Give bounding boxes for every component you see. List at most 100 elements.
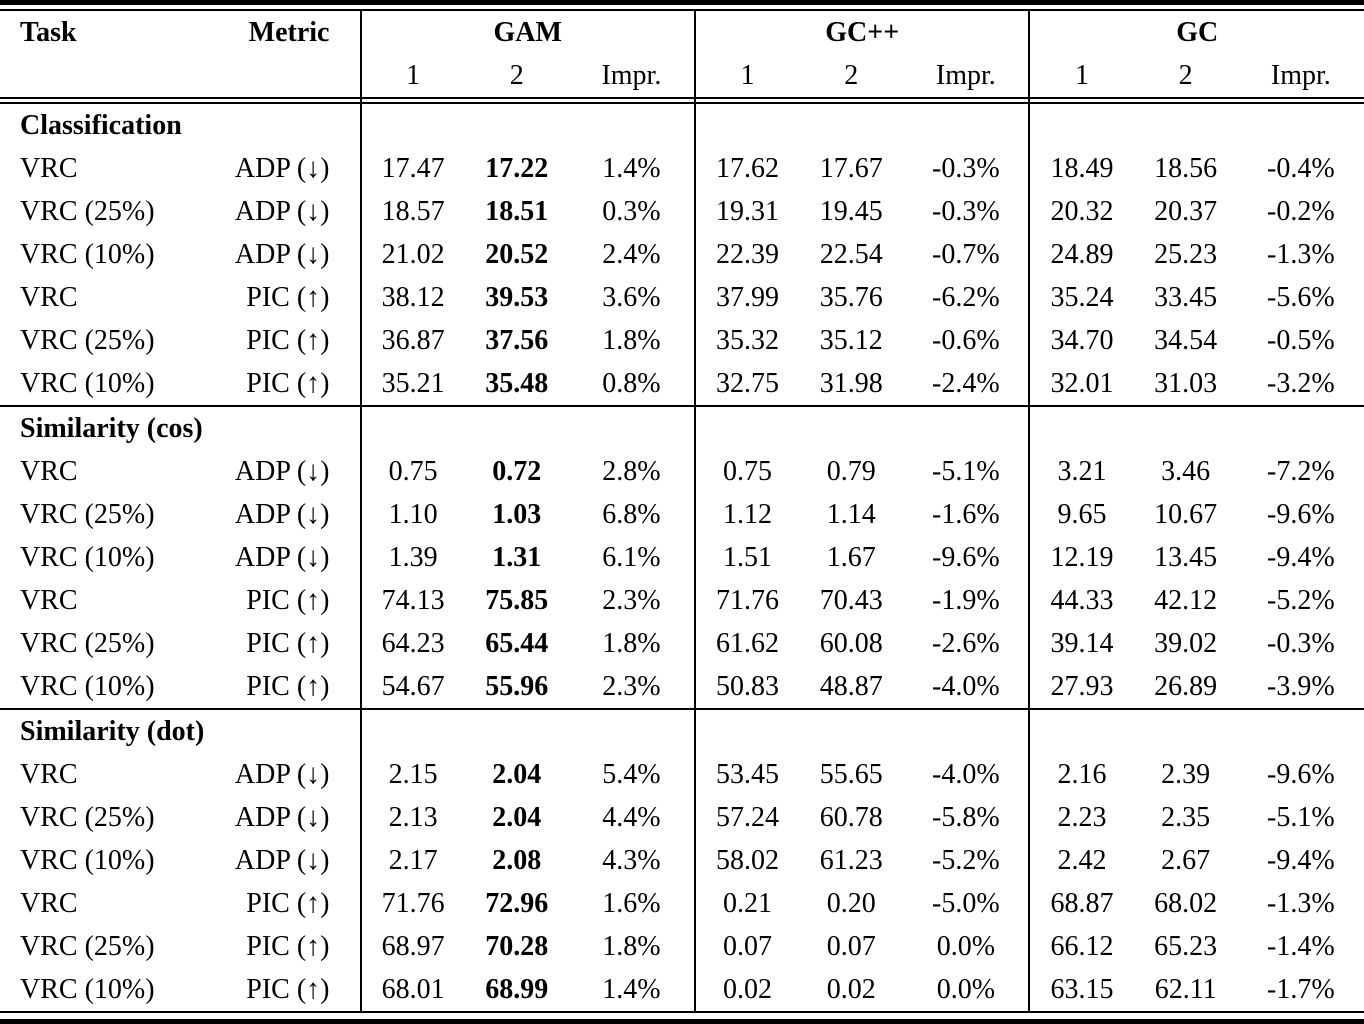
value-cell: 25.23 — [1154, 238, 1218, 270]
col-header-group-gc: GC — [1028, 11, 1364, 54]
value-cell: 2.08 — [492, 844, 542, 876]
metric-cell: PIC (↑) — [246, 281, 330, 313]
value-cell: 18.49 — [1028, 147, 1134, 190]
table-row: VRC (25%) PIC (↑) 36.87 37.56 1.8% 35.32 35.12… — [0, 319, 1364, 362]
value-cell: 48.87 — [819, 670, 883, 702]
value-cell: 19.45 — [819, 195, 883, 227]
value-cell: 2.04 — [492, 758, 542, 790]
empty-cell — [0, 54, 180, 98]
value-cell: -0.3% — [932, 195, 1000, 227]
metric-cell: PIC (↑) — [246, 973, 330, 1005]
value-cell: 2.42 — [1028, 839, 1134, 882]
col-header-group-gcpp: GC++ — [693, 11, 1030, 54]
value-cell: 2.35 — [1161, 801, 1211, 833]
sub-header-impr: Impr. — [1270, 59, 1331, 91]
col-header-metric: Metric — [248, 16, 330, 48]
value-cell: 5.4% — [602, 758, 661, 790]
empty-cell — [693, 103, 1030, 147]
value-cell: 1.6% — [602, 887, 661, 919]
value-cell: -5.6% — [1267, 281, 1335, 313]
value-cell: 58.02 — [693, 839, 800, 882]
value-cell: -6.2% — [932, 281, 1000, 313]
value-cell: 0.02 — [826, 973, 876, 1005]
task-cell: VRC — [20, 455, 78, 487]
sub-header-impr: Impr. — [601, 59, 662, 91]
value-cell: 3.6% — [602, 281, 661, 313]
value-cell: 17.67 — [819, 152, 883, 184]
value-cell: 2.13 — [359, 796, 465, 839]
task-cell: VRC (25%) — [20, 930, 155, 962]
section-title: Similarity (cos) — [0, 405, 361, 450]
value-cell: 2.8% — [602, 455, 661, 487]
value-cell: 74.13 — [359, 579, 465, 622]
value-cell: 18.57 — [359, 190, 465, 233]
value-cell: 55.65 — [819, 758, 883, 790]
task-cell: VRC (10%) — [20, 844, 155, 876]
task-cell: VRC (10%) — [20, 541, 155, 573]
value-cell: 24.89 — [1028, 233, 1134, 276]
metric-cell: ADP (↓) — [234, 541, 330, 573]
value-cell: 44.33 — [1028, 579, 1134, 622]
task-cell: VRC (10%) — [20, 367, 155, 399]
value-cell: 50.83 — [693, 665, 800, 709]
value-cell: 35.21 — [359, 362, 465, 406]
metric-cell: ADP (↓) — [234, 238, 330, 270]
value-cell: 38.12 — [359, 276, 465, 319]
section-title-row: Classification — [0, 103, 1364, 147]
value-cell: 71.76 — [693, 579, 800, 622]
metric-cell: PIC (↑) — [246, 367, 330, 399]
rule-segment — [0, 97, 361, 104]
value-cell: 31.03 — [1154, 367, 1218, 399]
value-cell: 35.76 — [819, 281, 883, 313]
value-cell: 68.01 — [359, 968, 465, 1011]
task-cell: VRC (10%) — [20, 670, 155, 702]
task-cell: VRC — [20, 584, 78, 616]
value-cell: 34.70 — [1028, 319, 1134, 362]
value-cell: 1.03 — [492, 498, 542, 530]
task-cell: VRC — [20, 281, 78, 313]
value-cell: -1.7% — [1267, 973, 1335, 1005]
value-cell: 63.15 — [1028, 968, 1134, 1011]
table-row: VRC (25%) PIC (↑) 68.97 70.28 1.8% 0.07 0.07 0.… — [0, 925, 1364, 968]
value-cell: 21.02 — [359, 233, 465, 276]
section-title-row: Similarity (dot) — [0, 708, 1364, 753]
table-row: VRC (10%) ADP (↓) 21.02 20.52 2.4% 22.39 22.54… — [0, 233, 1364, 276]
value-cell: 0.3% — [602, 195, 661, 227]
value-cell: 57.24 — [693, 796, 800, 839]
metric-cell: ADP (↓) — [234, 758, 330, 790]
value-cell: 18.51 — [485, 195, 549, 227]
table-row: VRC ADP (↓) 0.75 0.72 2.8% 0.75 0.79 -5.1% 3.21 3… — [0, 450, 1364, 493]
value-cell: -0.5% — [1267, 324, 1335, 356]
value-cell: -1.6% — [932, 498, 1000, 530]
task-cell: VRC (25%) — [20, 627, 155, 659]
value-cell: 2.3% — [602, 584, 661, 616]
value-cell: 0.20 — [826, 887, 876, 919]
value-cell: 10.67 — [1154, 498, 1218, 530]
value-cell: 2.04 — [492, 801, 542, 833]
value-cell: -0.2% — [1267, 195, 1335, 227]
value-cell: 0.75 — [359, 450, 465, 493]
value-cell: 0.79 — [826, 455, 876, 487]
value-cell: 68.02 — [1154, 887, 1218, 919]
value-cell: 0.02 — [693, 968, 800, 1011]
value-cell: 2.23 — [1028, 796, 1134, 839]
empty-cell — [693, 708, 1030, 753]
value-cell: 4.3% — [602, 844, 661, 876]
value-cell: 60.08 — [819, 627, 883, 659]
table-row: VRC (10%) PIC (↑) 68.01 68.99 1.4% 0.02 0.02 0.… — [0, 968, 1364, 1011]
section-title: Similarity (dot) — [0, 708, 361, 753]
value-cell: -2.4% — [932, 367, 1000, 399]
value-cell: 2.15 — [359, 753, 465, 796]
task-cell: VRC (25%) — [20, 498, 155, 530]
value-cell: -5.2% — [932, 844, 1000, 876]
col-header-task: Task — [20, 16, 77, 48]
empty-cell — [1028, 708, 1364, 753]
value-cell: 39.14 — [1028, 622, 1134, 665]
value-cell: 33.45 — [1154, 281, 1218, 313]
value-cell: 2.3% — [602, 670, 661, 702]
task-cell: VRC — [20, 758, 78, 790]
value-cell: 1.8% — [602, 324, 661, 356]
metric-cell: ADP (↓) — [234, 455, 330, 487]
value-cell: 0.07 — [826, 930, 876, 962]
value-cell: 66.12 — [1028, 925, 1134, 968]
